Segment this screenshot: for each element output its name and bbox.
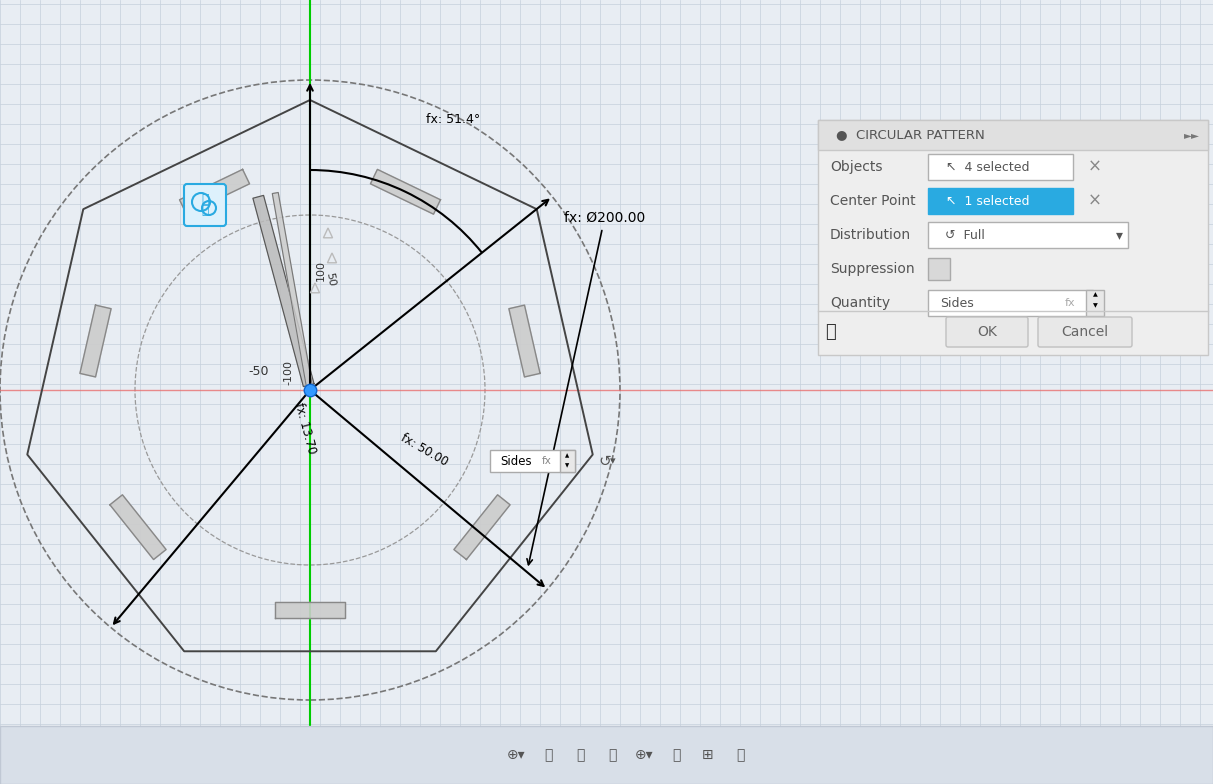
Text: 100: 100 (317, 260, 326, 281)
FancyBboxPatch shape (1038, 317, 1132, 347)
Polygon shape (370, 169, 440, 214)
Text: Objects: Objects (830, 160, 883, 174)
Text: Distribution: Distribution (830, 228, 911, 242)
Text: fx: 51.4°: fx: 51.4° (427, 113, 480, 126)
Polygon shape (272, 193, 312, 386)
Text: Suppression: Suppression (830, 262, 915, 276)
Text: ↖  4 selected: ↖ 4 selected (946, 161, 1030, 173)
Polygon shape (180, 169, 250, 214)
Text: ꟷ
ꟷ: ꟷ ꟷ (201, 193, 209, 217)
Polygon shape (110, 495, 166, 560)
Polygon shape (254, 195, 314, 387)
Text: -100: -100 (283, 360, 294, 385)
Text: OK: OK (976, 325, 997, 339)
FancyBboxPatch shape (946, 317, 1027, 347)
Bar (818, 120, 1208, 150)
Text: ▾: ▾ (610, 456, 616, 466)
Text: ↺: ↺ (598, 453, 611, 469)
Bar (1086, 290, 1104, 316)
Text: ▲: ▲ (565, 453, 569, 458)
Bar (928, 154, 1074, 180)
Text: ▼: ▼ (565, 463, 569, 468)
Bar (818, 120, 1208, 355)
Text: ▲: ▲ (1093, 292, 1098, 297)
Text: ●  CIRCULAR PATTERN: ● CIRCULAR PATTERN (836, 129, 985, 141)
Text: ×: × (1088, 158, 1101, 176)
Bar (928, 222, 1128, 248)
Text: ⓘ: ⓘ (826, 323, 837, 341)
Text: fx: 50.00: fx: 50.00 (399, 431, 450, 469)
Text: fx: fx (1065, 298, 1076, 308)
Polygon shape (80, 305, 112, 377)
Text: ⧈: ⧈ (736, 748, 745, 762)
Text: -50: -50 (247, 365, 268, 378)
Text: fx: Ø200.00: fx: Ø200.00 (526, 211, 645, 564)
Text: Center Point: Center Point (830, 194, 916, 208)
Text: ✋: ✋ (576, 748, 585, 762)
Text: ⊕▾: ⊕▾ (507, 748, 525, 762)
Bar (0, 726, 1213, 784)
FancyBboxPatch shape (184, 184, 226, 226)
Text: ⊞: ⊞ (702, 748, 713, 762)
Polygon shape (454, 495, 511, 560)
Polygon shape (275, 602, 344, 618)
Text: fx: fx (542, 456, 552, 466)
Text: 50: 50 (324, 271, 336, 287)
Text: 🖥: 🖥 (672, 748, 680, 762)
FancyBboxPatch shape (490, 450, 575, 472)
Text: Quantity: Quantity (830, 296, 890, 310)
Bar (928, 258, 950, 280)
Text: Sides: Sides (500, 455, 531, 467)
Text: ↖  1 selected: ↖ 1 selected (946, 194, 1030, 208)
Text: Cancel: Cancel (1061, 325, 1109, 339)
Bar (928, 290, 1093, 316)
Bar (928, 188, 1074, 214)
Text: fx: 13.70: fx: 13.70 (292, 401, 318, 455)
Text: Sides: Sides (940, 296, 974, 310)
Text: ▼: ▼ (1093, 303, 1098, 308)
Text: ↺  Full: ↺ Full (945, 228, 985, 241)
FancyBboxPatch shape (560, 450, 575, 472)
Text: ×: × (1088, 192, 1101, 210)
Text: ►►: ►► (1184, 130, 1200, 140)
Text: 📋: 📋 (543, 748, 552, 762)
Text: ▾: ▾ (1116, 228, 1123, 242)
Polygon shape (509, 305, 540, 377)
Text: 🔍: 🔍 (608, 748, 616, 762)
Text: ⊕▾: ⊕▾ (634, 748, 654, 762)
